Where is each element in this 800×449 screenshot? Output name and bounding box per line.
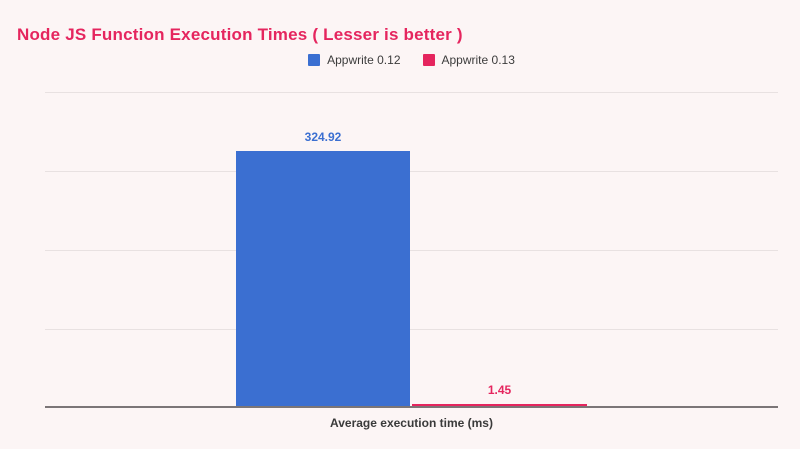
chart-title: Node JS Function Execution Times ( Lesse…: [17, 25, 463, 44]
legend-item-appwrite-012: Appwrite 0.12: [308, 53, 401, 67]
legend-item-appwrite-013: Appwrite 0.13: [422, 53, 515, 67]
gridline: [45, 329, 778, 330]
gridline: [45, 92, 778, 93]
x-axis-line: [45, 406, 778, 408]
legend-swatch-blue-icon: [308, 54, 321, 66]
legend-swatch-pink-icon: [422, 54, 435, 66]
x-axis-label: Average execution time (ms): [330, 416, 493, 430]
bar-value-label: 324.92: [304, 130, 342, 144]
bar-group-appwrite-012: 324.92: [236, 92, 410, 408]
legend-label: Appwrite 0.12: [327, 53, 401, 67]
plot-area: 324.92 1.45: [45, 92, 778, 408]
legend: Appwrite 0.12 Appwrite 0.13: [45, 53, 778, 67]
gridline: [45, 250, 778, 251]
bar-value-label: 1.45: [487, 383, 512, 397]
bar-appwrite-012: [236, 151, 410, 408]
bar-group-appwrite-013: 1.45: [412, 92, 587, 408]
gridline: [45, 171, 778, 172]
legend-label: Appwrite 0.13: [441, 53, 515, 67]
